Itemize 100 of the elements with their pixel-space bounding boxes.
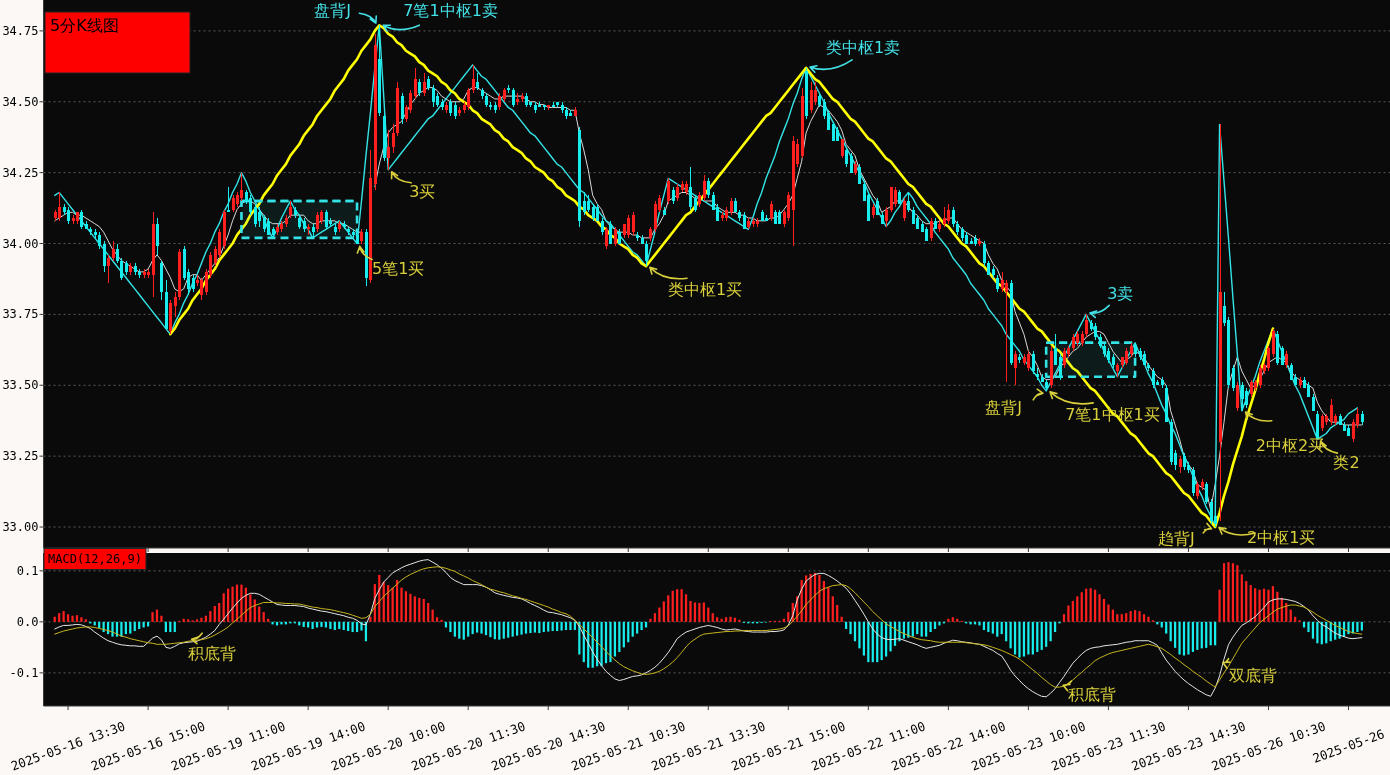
bar [547,621,550,632]
bar [529,621,532,634]
bar [80,617,83,622]
bar [231,586,234,622]
y-tick-label: 33.00 [2,520,39,535]
annotation: 7笔1中枢1卖 [403,1,498,21]
bar [569,621,572,631]
bar [186,619,190,622]
bar [524,621,528,634]
bar [649,618,652,622]
bar [858,621,861,649]
bar [1098,594,1101,622]
bar [1218,589,1221,622]
bar [1360,621,1363,631]
bar [462,621,465,640]
bar [311,621,314,629]
bar [809,573,812,622]
bar [280,621,283,625]
bar [151,612,154,622]
bar [533,621,536,633]
bar [1294,616,1297,622]
bar [560,621,563,631]
bar [75,615,79,622]
bar [556,621,559,632]
bar [551,621,554,632]
bar [507,621,510,638]
chart-title: MACD(12,26,9) [48,552,142,566]
bar [213,606,216,622]
bar [1231,563,1235,622]
bar [129,621,132,634]
bar [302,621,305,627]
bar [440,619,443,622]
bar [1245,581,1248,622]
bar [1133,610,1137,622]
bar [640,621,643,631]
bar [240,584,243,622]
bar [1147,616,1150,622]
bar [1125,613,1128,622]
candlestick [1036,368,1039,380]
bar [404,591,408,622]
bar [58,613,61,622]
bar [489,621,492,638]
bar [409,593,412,622]
bar [502,621,505,639]
bar [978,621,981,626]
bar [418,597,421,622]
bar [862,621,865,656]
bar [271,621,274,625]
bar [600,621,603,667]
bar [71,615,74,622]
bar [724,617,728,622]
bar [1182,621,1186,656]
bar [1356,621,1359,633]
bar [929,621,932,633]
candlestick [516,93,519,105]
bar [1027,621,1030,655]
bar [680,589,683,622]
bar [840,616,843,622]
bar [200,617,203,622]
bar [347,621,350,632]
bar [631,621,634,637]
annotation: 积底背 [188,644,237,664]
bar [1165,621,1168,634]
bar [1071,600,1074,622]
annotation: 类中枢1卖 [826,37,901,57]
bar [671,590,674,622]
bar [684,594,688,622]
y-tick-label: 34.50 [2,94,39,109]
bar [498,621,501,640]
annotation: 盘背J [314,1,351,21]
bar [738,619,741,622]
bar [484,621,488,636]
bar [991,621,994,634]
bar [111,621,114,637]
annotation: 类中枢1买 [668,280,743,300]
bar [480,621,483,634]
bar [53,616,56,622]
bar [1076,596,1079,622]
bar [84,619,87,622]
text: 5分K线图 [50,16,119,35]
bar [1018,621,1021,658]
bar [1102,598,1106,622]
bar [262,612,265,622]
bar [836,605,839,622]
bar [636,621,639,634]
bar [475,621,479,633]
bar [711,613,714,622]
bar [676,589,679,622]
bar [1080,592,1083,622]
bar [849,621,852,635]
bar [1205,621,1208,648]
bar [435,617,439,622]
bar [195,619,199,622]
bar [62,611,65,622]
bar [787,612,790,622]
bar [218,602,221,622]
bar [515,621,519,636]
bar [1120,614,1123,622]
bar [1116,614,1119,622]
bar [1178,621,1181,655]
